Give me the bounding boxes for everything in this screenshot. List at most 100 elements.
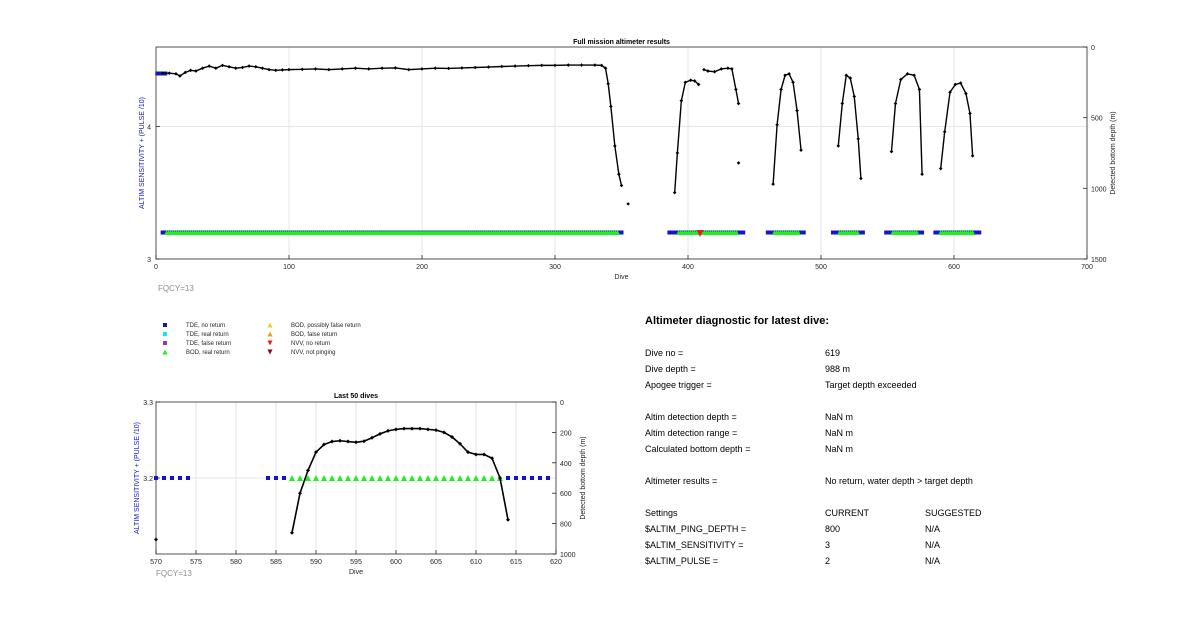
- legend-label: TDE, real return: [186, 332, 229, 338]
- diagnostic-value: 619: [825, 348, 841, 358]
- depth-point: [899, 77, 903, 82]
- depth-point: [330, 439, 334, 444]
- depth-point: [613, 144, 617, 148]
- depth-point: [799, 148, 803, 152]
- depth-point: [426, 427, 430, 432]
- plot-frame: [155, 46, 1088, 260]
- depth-point: [420, 67, 424, 71]
- tde-no-return-marker: [741, 230, 746, 235]
- bod-real-return-marker: [734, 230, 740, 235]
- depth-point: [253, 64, 258, 69]
- depth-point: [603, 66, 608, 70]
- settings-current: 800: [825, 524, 841, 534]
- depth-point: [367, 67, 371, 71]
- legend-marker: [163, 323, 167, 327]
- depth-point: [553, 63, 557, 68]
- diagnostic-row-dive-no: Dive no = 619: [645, 348, 1145, 360]
- legend-marker: [267, 322, 273, 328]
- depth-point: [402, 426, 406, 431]
- bod-real-return-marker: [489, 475, 495, 481]
- depth-point: [353, 66, 358, 70]
- y2-tick-label: 600: [560, 491, 572, 498]
- depth-series-line: [291, 427, 509, 533]
- x-tick-label: 605: [430, 559, 442, 566]
- x-tick-label: 620: [550, 559, 562, 566]
- depth-point: [953, 82, 958, 87]
- depth-point: [852, 94, 857, 99]
- depth-point: [948, 90, 952, 95]
- y2-tick-label: 400: [560, 461, 572, 468]
- y2-tick-label: 0: [1091, 45, 1095, 52]
- diagnostic-value: 988 m: [825, 364, 851, 374]
- x-tick-label: 615: [510, 559, 522, 566]
- depth-point: [779, 87, 783, 92]
- depth-series-line: [162, 64, 623, 186]
- depth-point: [712, 69, 717, 74]
- depth-point: [970, 154, 975, 158]
- legend-label: TDE, false return: [186, 341, 231, 347]
- depth-point: [736, 161, 741, 165]
- x-axis-label: Dive: [349, 569, 363, 576]
- depth-point: [247, 64, 251, 68]
- legend-label: BOD, real return: [186, 350, 230, 356]
- depth-point: [446, 66, 451, 71]
- diagnostic-label: Apogee trigger =: [645, 380, 712, 390]
- depth-point: [675, 151, 680, 155]
- tde-no-return-marker: [274, 476, 278, 480]
- depth-point: [406, 67, 411, 72]
- depth-point: [386, 428, 390, 433]
- depth-series-line: [772, 72, 802, 185]
- bod-real-return-marker: [441, 475, 447, 481]
- y2-tick-label: 1000: [1091, 186, 1107, 193]
- depth-point: [609, 104, 613, 109]
- bod-real-return-marker: [401, 475, 407, 481]
- depth-point: [566, 63, 571, 67]
- depth-point: [679, 98, 684, 103]
- settings-label: $ALTIM_PING_DEPTH =: [645, 524, 747, 534]
- bod-real-return-marker: [449, 475, 455, 481]
- x-tick-label: 600: [390, 559, 402, 566]
- depth-point: [498, 476, 502, 480]
- legend-marker: [163, 341, 167, 345]
- depth-point: [844, 73, 849, 78]
- depth-point: [434, 428, 438, 433]
- diagnostic-row-altimeter-results: Altimeter results = No return, water dep…: [645, 476, 1145, 488]
- depth-point: [458, 441, 462, 446]
- depth-point: [905, 72, 910, 76]
- depth-point: [160, 71, 165, 75]
- settings-current: 3: [825, 540, 831, 550]
- bod-real-return-marker: [345, 475, 351, 481]
- settings-suggested: N/A: [925, 524, 941, 534]
- depth-point: [730, 67, 734, 71]
- bod-real-return-marker: [795, 230, 801, 235]
- depth-point: [287, 67, 291, 72]
- depth-point: [220, 63, 225, 68]
- bod-real-return-marker: [385, 475, 391, 481]
- isolated-depth-point: [154, 537, 158, 542]
- chart-title: Full mission altimeter results: [573, 39, 670, 46]
- legend-label: TDE, no return: [186, 323, 225, 329]
- diagnostic-value: No return, water depth > target depth: [825, 476, 973, 486]
- x-tick-label: 700: [1081, 264, 1093, 271]
- depth-point: [513, 64, 517, 68]
- y-tick-label: 4: [147, 125, 151, 132]
- x-tick-label: 580: [230, 559, 242, 566]
- y2-tick-label: 1500: [1091, 257, 1107, 264]
- depth-point: [214, 66, 218, 70]
- diagnostic-label: Dive depth =: [645, 364, 696, 374]
- y2-tick-label: 0: [560, 400, 564, 407]
- diagnostic-row-bottom-depth: Calculated bottom depth = NaN m: [645, 444, 1145, 456]
- depth-point: [889, 149, 894, 154]
- diagnostic-value: Target depth exceeded: [825, 380, 917, 390]
- depth-point: [306, 468, 310, 473]
- depth-point: [466, 450, 470, 455]
- depth-point: [178, 74, 182, 78]
- bod-real-return-marker: [615, 230, 621, 235]
- depth-point: [280, 68, 285, 72]
- diagnostic-label: Altimeter results =: [645, 476, 718, 486]
- depth-point: [183, 70, 188, 75]
- bod-real-return-marker: [313, 475, 319, 481]
- tde-no-return-marker: [522, 476, 526, 480]
- depth-point: [322, 442, 326, 447]
- legend-marker: [163, 332, 167, 336]
